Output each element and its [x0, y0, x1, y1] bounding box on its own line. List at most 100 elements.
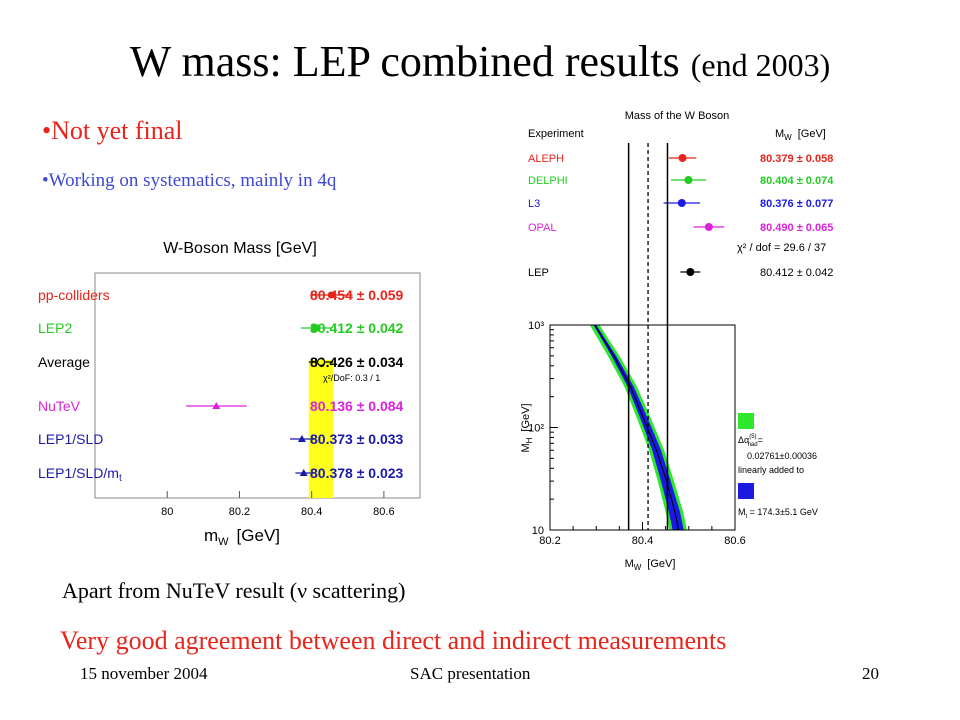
higgs-center-curve: [594, 324, 680, 531]
higgs-y-tick-label: 10³: [528, 320, 544, 332]
legend-alpha-sup: (5): [749, 434, 756, 440]
left-row-lep1-sld-mt-label-main: LEP1/SLD/m: [38, 465, 119, 481]
right-header-mw-main: M: [775, 128, 784, 140]
legend-alpha-sub: had: [748, 442, 758, 448]
bullet-systematics: •Working on systematics, mainly in 4q: [42, 170, 337, 191]
left-row-pp-colliders-marker: [327, 291, 335, 299]
average-band: [308, 360, 334, 498]
left-row-lep2-value: 80.412 ± 0.042: [310, 320, 404, 336]
legend-mt-symbol: M: [738, 507, 746, 517]
slide-title-sub: (end 2003): [690, 47, 831, 83]
left-x-tick-label: 80.4: [301, 506, 322, 518]
right-row-aleph-value: 80.379 ± 0.058: [760, 153, 833, 165]
higgs-y-axis-label-sub: H: [525, 437, 534, 443]
w-boson-mass-chart: W-Boson Mass [GeV] pp-colliders 80.454 ± …: [38, 240, 421, 548]
right-row-opal-value: 80.490 ± 0.065: [760, 222, 833, 234]
left-row-lep1-sld-label-main: LEP1/SLD: [38, 431, 103, 447]
right-row-l3-value: 80.376 ± 0.077: [760, 198, 833, 210]
footer-title: SAC presentation: [410, 664, 531, 683]
right-chi2-label: χ² / dof = 29.6 / 37: [737, 242, 826, 254]
left-x-axis-label-unit: [GeV]: [237, 526, 280, 545]
higgs-x-axis-label: MW [GeV]: [625, 558, 676, 572]
higgs-y-axis-label: MH [GeV]: [520, 403, 534, 452]
right-row-opal-marker: [704, 223, 713, 231]
legend-mt-value: = 174.3±5.1 GeV: [747, 507, 818, 517]
legend-linear-note: linearly added to: [738, 465, 804, 475]
slide-title: W mass: LEP combined results (end 2003): [0, 36, 960, 87]
right-row-lep-marker: [686, 268, 695, 276]
higgs-blue-band: [593, 325, 684, 530]
legend-blue-swatch: [738, 483, 754, 499]
left-x-tick-label: 80.6: [373, 506, 394, 518]
left-row-lep2-label: LEP2: [38, 320, 72, 336]
left-x-tick-label: 80.2: [229, 506, 250, 518]
higgs-y-tick-label: 10²: [528, 423, 544, 435]
higgs-x-tick-label: 80.6: [724, 535, 745, 547]
legend-alpha-eq: =: [758, 435, 763, 445]
left-plot-frame: [94, 272, 421, 499]
left-row-lep1-sld-mt-label-sub: t: [119, 473, 122, 484]
right-row-delphi-value: 80.404 ± 0.074: [760, 175, 834, 187]
left-row-nutev-label: NuTeV: [38, 398, 81, 414]
page-number: 20: [862, 664, 879, 683]
right-header-experiment: Experiment: [528, 128, 584, 140]
left-row-lep1-sld-mt-label: LEP1/SLD/mt: [38, 465, 122, 484]
higgs-x-tick-label: 80.4: [632, 535, 653, 547]
left-row-lep1-sld-marker: [297, 435, 306, 442]
right-row-delphi-marker: [684, 176, 693, 184]
slide-title-main: W mass: LEP combined results: [129, 37, 680, 86]
conclusion-text: Very good agreement between direct and i…: [60, 626, 727, 655]
left-row-lep1-sld-value: 80.373 ± 0.033: [310, 431, 404, 447]
right-header-mw-unit: [GeV]: [798, 128, 826, 140]
legend-mt-label: Mt = 174.3±5.1 GeV: [738, 507, 818, 520]
right-row-aleph-label: ALEPH: [528, 153, 564, 165]
right-header-mw: MW [GeV]: [775, 128, 826, 142]
left-chart-title: W-Boson Mass [GeV]: [163, 240, 317, 257]
higgs-x-axis-label-main: M: [625, 558, 634, 570]
legend-alpha-symbol: Δα: [738, 435, 749, 445]
left-row-pp-colliders-value: 80.454 ± 0.059: [310, 287, 404, 303]
right-chart-title: Mass of the W Boson: [625, 110, 730, 122]
left-row-lep2-marker: [312, 324, 320, 332]
higgs-y-axis-label-main: M: [520, 443, 532, 452]
left-row-average-label-main: Average: [38, 354, 90, 370]
left-row-nutev-marker: [212, 402, 221, 409]
left-row-nutev-label-main: NuTeV: [38, 398, 81, 414]
left-row-lep1-sld-label: LEP1/SLD: [38, 431, 103, 447]
left-row-pp-colliders-label: pp-colliders: [38, 287, 110, 303]
left-row-average-marker: [316, 357, 326, 367]
right-row-l3-marker: [677, 199, 686, 207]
left-row-lep1-sld-mt-value: 80.378 ± 0.023: [310, 465, 404, 481]
left-row-lep1-sld-mt-marker: [299, 469, 308, 476]
left-row-lep2-label-main: LEP2: [38, 320, 72, 336]
left-row-average-label: Average: [38, 354, 90, 370]
higgs-y-axis-label-unit: [GeV]: [520, 403, 532, 431]
footer-date: 15 november 2004: [80, 664, 208, 683]
right-row-l3-label: L3: [528, 198, 540, 210]
left-x-tick-label: 80: [161, 506, 173, 518]
right-row-lep-label: LEP: [528, 267, 549, 279]
left-chi2-label: χ²/DoF: 0.3 / 1: [323, 373, 380, 383]
higgs-y-tick-label: 10: [532, 525, 544, 537]
right-row-opal-label: OPAL: [528, 222, 557, 234]
right-header-mw-sub: W: [784, 133, 792, 142]
legend-mt-sub: t: [746, 514, 748, 520]
left-x-axis-label-sub: W: [218, 536, 229, 548]
left-x-axis-label-main: m: [204, 526, 218, 545]
higgs-x-tick-label: 80.2: [539, 535, 560, 547]
left-row-nutev-value: 80.136 ± 0.084: [310, 398, 404, 414]
right-row-aleph-marker: [678, 154, 687, 162]
right-row-delphi-label: DELPHI: [528, 175, 568, 187]
legend-alpha-label: Δα(5) had=: [738, 434, 763, 448]
right-row-lep-value: 80.412 ± 0.042: [760, 267, 833, 279]
left-row-pp-colliders-label-main: pp-colliders: [38, 287, 110, 303]
left-x-axis-label: mW [GeV]: [204, 526, 280, 548]
nutev-note: Apart from NuTeV result (ν scattering): [62, 578, 406, 603]
bullet-not-final: •Not yet final: [42, 116, 183, 145]
w-boson-experiments-chart: Mass of the W Boson Experiment MW [GeV] A…: [520, 110, 834, 572]
left-row-average-value: 80.426 ± 0.034: [310, 354, 404, 370]
higgs-x-axis-label-sub: W: [634, 563, 642, 572]
legend-green-swatch: [738, 413, 754, 429]
legend-alpha-value: 0.02761±0.00036: [747, 451, 817, 461]
higgs-x-axis-label-unit: [GeV]: [647, 558, 675, 570]
